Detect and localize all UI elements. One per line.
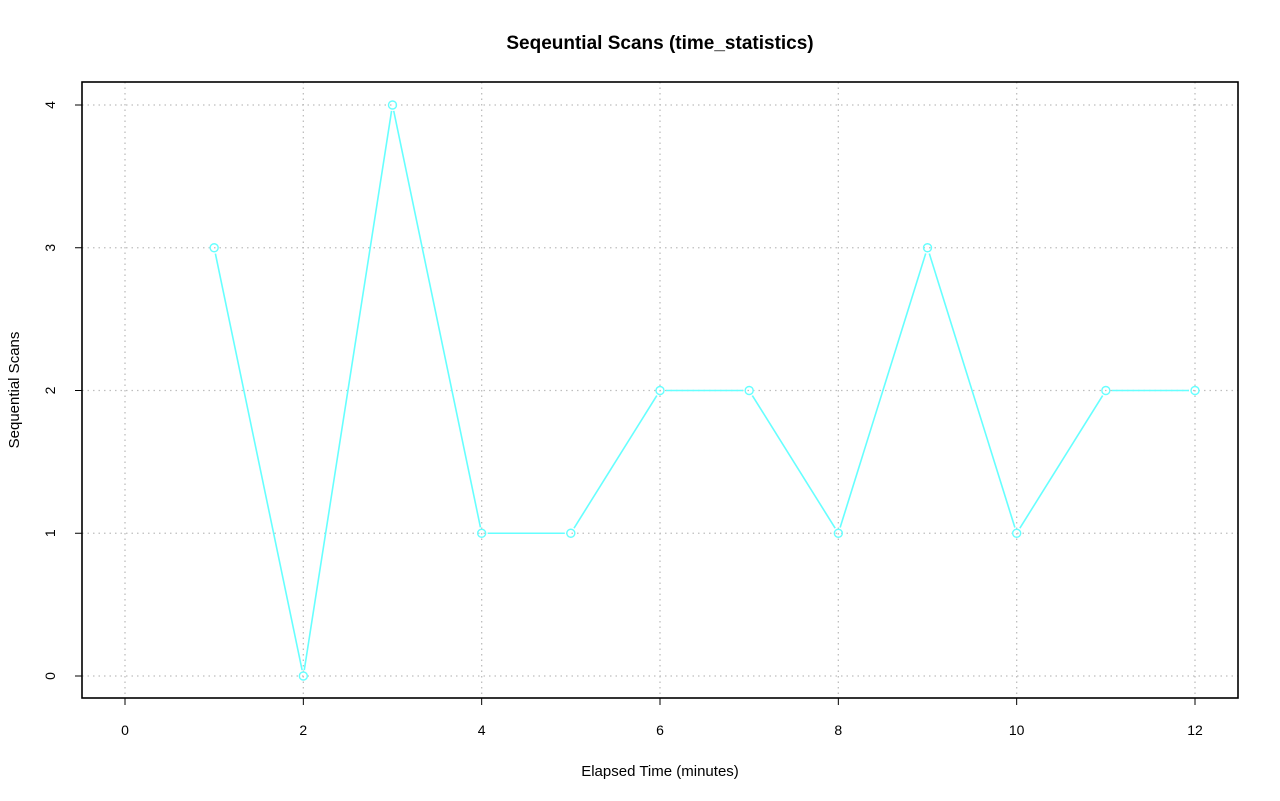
- y-axis: 0 1 2 3 4: [42, 101, 82, 680]
- y-tick-label: 1: [42, 529, 58, 537]
- data-point: [744, 385, 754, 396]
- series-line-segment: [573, 395, 658, 529]
- x-tick-label: 4: [478, 722, 486, 738]
- series-line-segment: [392, 110, 482, 528]
- chart-title: Seqeuntial Scans (time_statistics): [506, 33, 813, 54]
- y-tick-label: 0: [42, 672, 58, 680]
- grid: [82, 82, 1238, 698]
- data-point: [476, 528, 487, 538]
- data-point: [566, 528, 576, 538]
- series-line-segment: [1019, 395, 1104, 529]
- data-point: [1101, 385, 1111, 396]
- data-point: [1190, 385, 1200, 396]
- series-line-segment: [303, 110, 393, 671]
- x-axis: 0 2 4 6 8 10 12: [121, 698, 1203, 738]
- series-line-segment: [839, 253, 927, 528]
- x-tick-label: 2: [299, 722, 307, 738]
- series-line-segment: [751, 395, 836, 529]
- y-tick-label: 4: [42, 101, 58, 109]
- x-axis-label: Elapsed Time (minutes): [581, 763, 739, 780]
- x-tick-label: 10: [1009, 722, 1025, 738]
- data-point: [922, 243, 933, 253]
- y-tick-label: 3: [42, 244, 58, 252]
- data-point: [387, 100, 398, 110]
- series-layer: [209, 100, 1200, 681]
- series-line-segment: [214, 253, 303, 671]
- x-tick-label: 8: [834, 722, 842, 738]
- data-point: [655, 385, 665, 396]
- data-point: [1011, 528, 1022, 538]
- x-tick-label: 12: [1187, 722, 1203, 738]
- data-point: [209, 243, 219, 253]
- y-tick-label: 2: [42, 386, 58, 394]
- series-line-segment: [928, 253, 1016, 528]
- y-axis-label: Sequential Scans: [6, 332, 23, 449]
- data-point: [833, 528, 844, 538]
- data-point: [298, 671, 309, 681]
- x-tick-label: 0: [121, 722, 129, 738]
- x-tick-label: 6: [656, 722, 664, 738]
